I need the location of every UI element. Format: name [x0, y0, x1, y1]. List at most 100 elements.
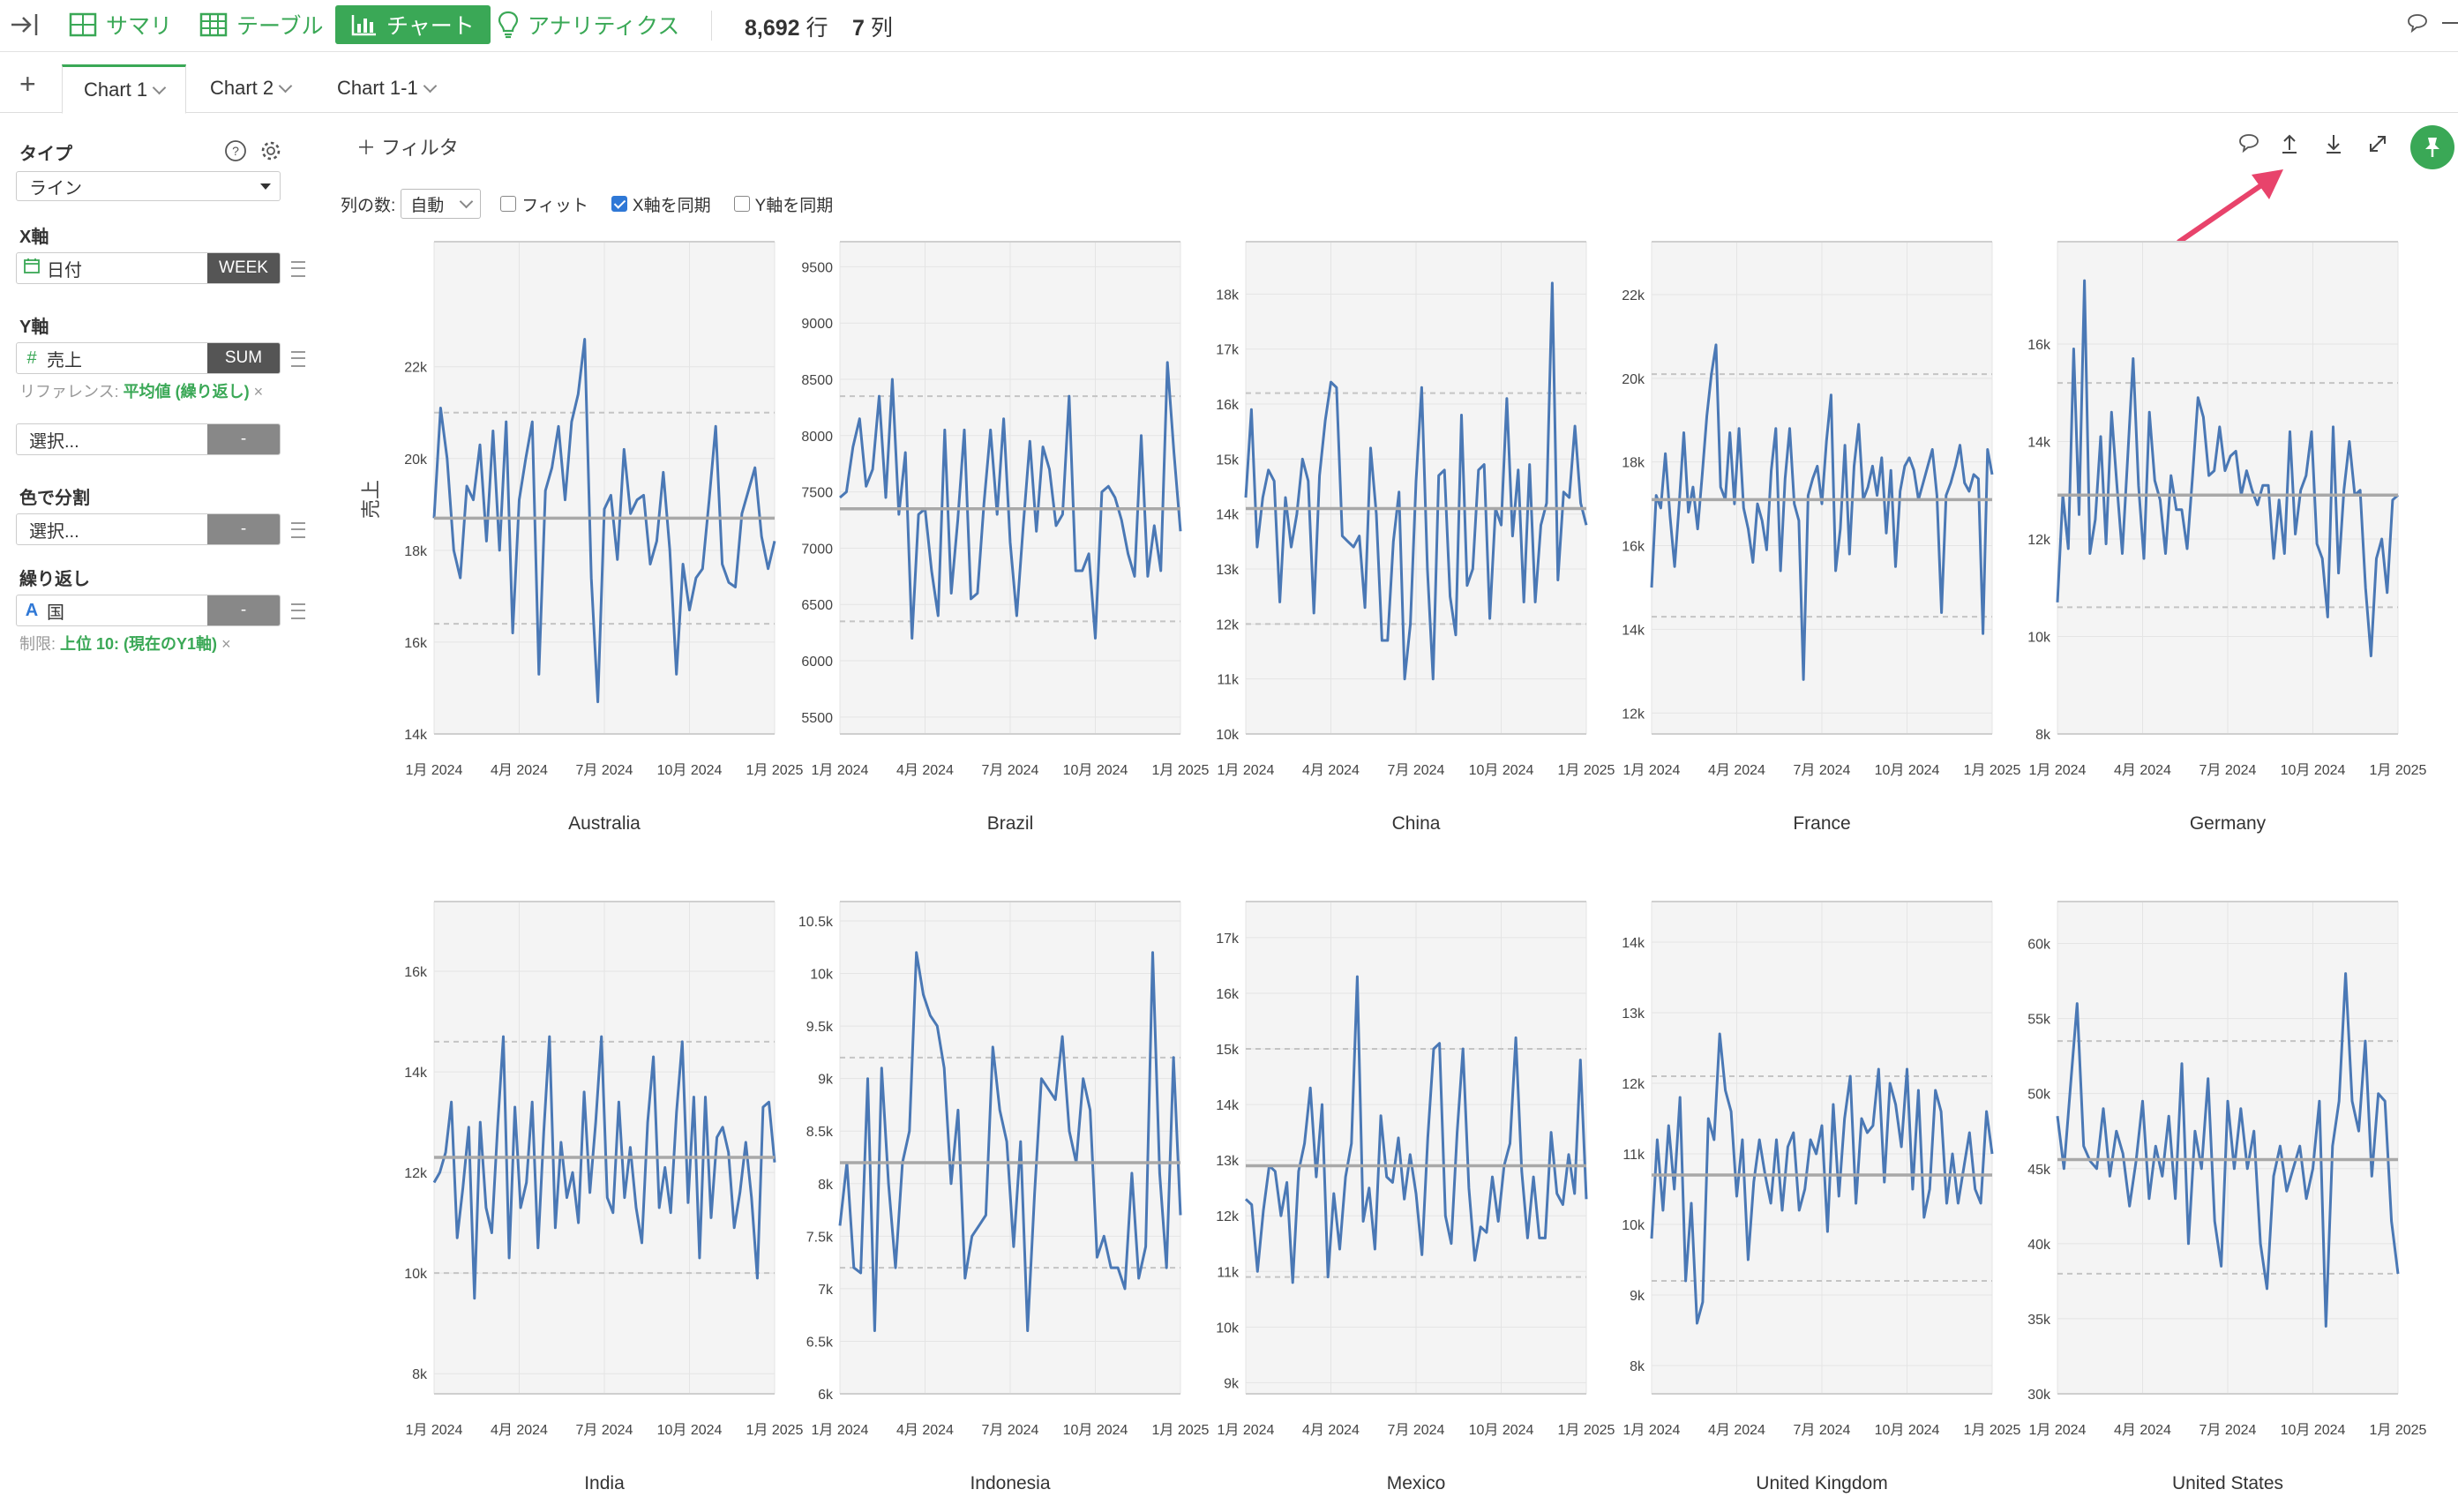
x-tick-label: 1月 2025 — [1964, 763, 2021, 778]
series-line — [1650, 343, 1994, 681]
y-tick-label: 10k — [1216, 1321, 1240, 1336]
y-tick-label: 22k — [1622, 288, 1645, 303]
y-tick-label: 7.5k — [806, 1230, 834, 1245]
y-tick-label: 13k — [1622, 1007, 1645, 1022]
repeat-field[interactable]: A 国 - — [16, 595, 281, 626]
comment-icon[interactable] — [2237, 132, 2260, 155]
y-tick-label: 50k — [2027, 1088, 2051, 1103]
facet-title: India — [584, 1473, 625, 1493]
color-field[interactable]: 選択... - — [16, 513, 281, 545]
y-tick-label: 12k — [1622, 707, 1645, 722]
x-tick-label: 1月 2025 — [1964, 1423, 2021, 1438]
analytics-tab-button[interactable]: アナリティクス — [498, 5, 679, 44]
expand-icon[interactable] — [2366, 132, 2389, 155]
y-tick-label: 8500 — [801, 373, 833, 388]
y-tick-label: 5500 — [801, 711, 833, 726]
remove-limit-icon[interactable]: × — [221, 635, 231, 653]
y-tick-label: 20k — [404, 453, 428, 468]
x-tick-label: 10月 2024 — [1063, 1423, 1128, 1438]
x-tick-label: 1月 2024 — [1623, 763, 1681, 778]
sync-y-label: Y軸を同期 — [754, 196, 834, 215]
x-aggregation-button[interactable]: WEEK — [207, 253, 280, 283]
y-tick-label: 18k — [1622, 456, 1645, 471]
series-line — [1650, 1032, 1994, 1325]
x-tick-label: 1月 2025 — [746, 763, 804, 778]
repeat-aggregation-button[interactable]: - — [207, 595, 280, 625]
y2-aggregation-button[interactable]: - — [207, 424, 280, 454]
repeat-field-menu-icon[interactable] — [291, 603, 305, 619]
y-tick-label: 13k — [1216, 563, 1240, 578]
table-tab-button[interactable]: テーブル — [199, 5, 324, 44]
sync-y-checkbox[interactable] — [733, 196, 750, 212]
x-field-menu-icon[interactable] — [291, 261, 305, 277]
y-tick-label: 8k — [818, 1178, 834, 1193]
x-tick-label: 4月 2024 — [896, 763, 954, 778]
row-count: 8,692 行 — [745, 16, 828, 41]
x-tick-label: 4月 2024 — [2114, 1423, 2171, 1438]
add-tab-button[interactable]: + — [19, 68, 36, 100]
x-tick-label: 1月 2024 — [406, 763, 463, 778]
x-tick-label: 10月 2024 — [2281, 1423, 2346, 1438]
tab-chart-2[interactable]: Chart 2 — [189, 64, 311, 112]
pin-button[interactable] — [2410, 125, 2454, 169]
x-tick-label: 10月 2024 — [2281, 763, 2346, 778]
upload-icon[interactable] — [2278, 132, 2301, 155]
x-tick-label: 10月 2024 — [657, 763, 723, 778]
summary-label: サマリ — [106, 14, 173, 39]
reference-value-link[interactable]: 平均値 (繰り返し) — [123, 383, 250, 400]
chart-tab-bar: + Chart 1 Chart 2 Chart 1-1 — [0, 52, 2458, 114]
comment-icon[interactable] — [2407, 12, 2428, 34]
y-tick-label: 9k — [1630, 1289, 1645, 1304]
x-tick-label: 1月 2024 — [2029, 1423, 2087, 1438]
color-field-menu-icon[interactable] — [291, 522, 305, 538]
svg-text:?: ? — [232, 144, 239, 158]
summary-tab-button[interactable]: サマリ — [69, 5, 172, 44]
y-tick-label: 18k — [1216, 288, 1240, 303]
y-tick-label: 11k — [1217, 1265, 1240, 1280]
facet-title: Indonesia — [970, 1473, 1050, 1493]
sync-x-checkbox[interactable] — [611, 196, 627, 212]
x-tick-label: 1月 2025 — [2370, 1423, 2427, 1438]
y2-axis-field[interactable]: 選択... - — [16, 423, 281, 455]
x-tick-label: 7月 2024 — [2199, 763, 2257, 778]
summary-grid-icon — [69, 12, 97, 37]
y-axis-field[interactable]: # 売上 SUM — [16, 342, 281, 374]
x-tick-label: 7月 2024 — [1794, 763, 1851, 778]
tab-chart-1-1[interactable]: Chart 1-1 — [316, 64, 456, 112]
remove-reference-icon[interactable]: × — [253, 383, 264, 400]
fit-checkbox[interactable] — [500, 196, 517, 212]
y-tick-label: 6000 — [801, 655, 833, 670]
y-aggregation-button[interactable]: SUM — [207, 343, 280, 373]
limit-value-link[interactable]: 上位 10: (現在のY1軸) — [60, 635, 218, 653]
series-line — [839, 361, 1182, 640]
download-icon[interactable] — [2322, 132, 2345, 155]
columns-select[interactable]: 自動 — [401, 189, 482, 219]
x-tick-label: 4月 2024 — [1302, 763, 1360, 778]
x-axis-field[interactable]: 日付 WEEK — [16, 252, 281, 284]
y-tick-label: 40k — [2027, 1238, 2051, 1253]
analytics-label: アナリティクス — [528, 14, 680, 39]
y-tick-label: 6.5k — [806, 1335, 834, 1350]
help-icon[interactable]: ? — [224, 139, 247, 162]
chart-tab-button[interactable]: チャート — [335, 5, 491, 44]
y-tick-label: 60k — [2027, 938, 2051, 953]
add-filter-button[interactable]: ＋ フィルタ — [356, 137, 459, 159]
facet-title: China — [1392, 813, 1441, 834]
color-aggregation-button[interactable]: - — [207, 514, 280, 544]
minimize-icon[interactable] — [2440, 12, 2458, 34]
y-tick-label: 11k — [1622, 1148, 1645, 1163]
y-tick-label: 7000 — [801, 542, 833, 557]
tab-chart-1[interactable]: Chart 1 — [62, 64, 187, 114]
chart-type-select[interactable]: ライン — [16, 171, 281, 201]
gear-icon[interactable] — [259, 139, 282, 162]
y-tick-label: 22k — [404, 361, 428, 376]
y-tick-label: 14k — [1216, 1098, 1240, 1113]
y-field-name: 売上 — [47, 350, 82, 371]
x-tick-label: 7月 2024 — [982, 763, 1039, 778]
y-field-menu-icon[interactable] — [291, 351, 305, 367]
series-line — [1244, 975, 1588, 1284]
caret-down-icon — [260, 183, 271, 190]
x-tick-label: 4月 2024 — [2114, 763, 2171, 778]
expand-panel-icon[interactable] — [9, 9, 41, 41]
x-tick-label: 10月 2024 — [1063, 763, 1128, 778]
